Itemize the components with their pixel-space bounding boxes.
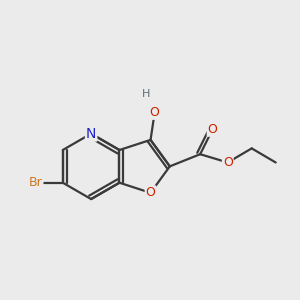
- Text: H: H: [142, 89, 151, 99]
- Text: O: O: [146, 186, 155, 199]
- Text: N: N: [86, 127, 96, 141]
- Text: O: O: [223, 156, 233, 169]
- Text: O: O: [208, 123, 218, 136]
- Text: Br: Br: [29, 176, 43, 189]
- Text: O: O: [150, 106, 160, 119]
